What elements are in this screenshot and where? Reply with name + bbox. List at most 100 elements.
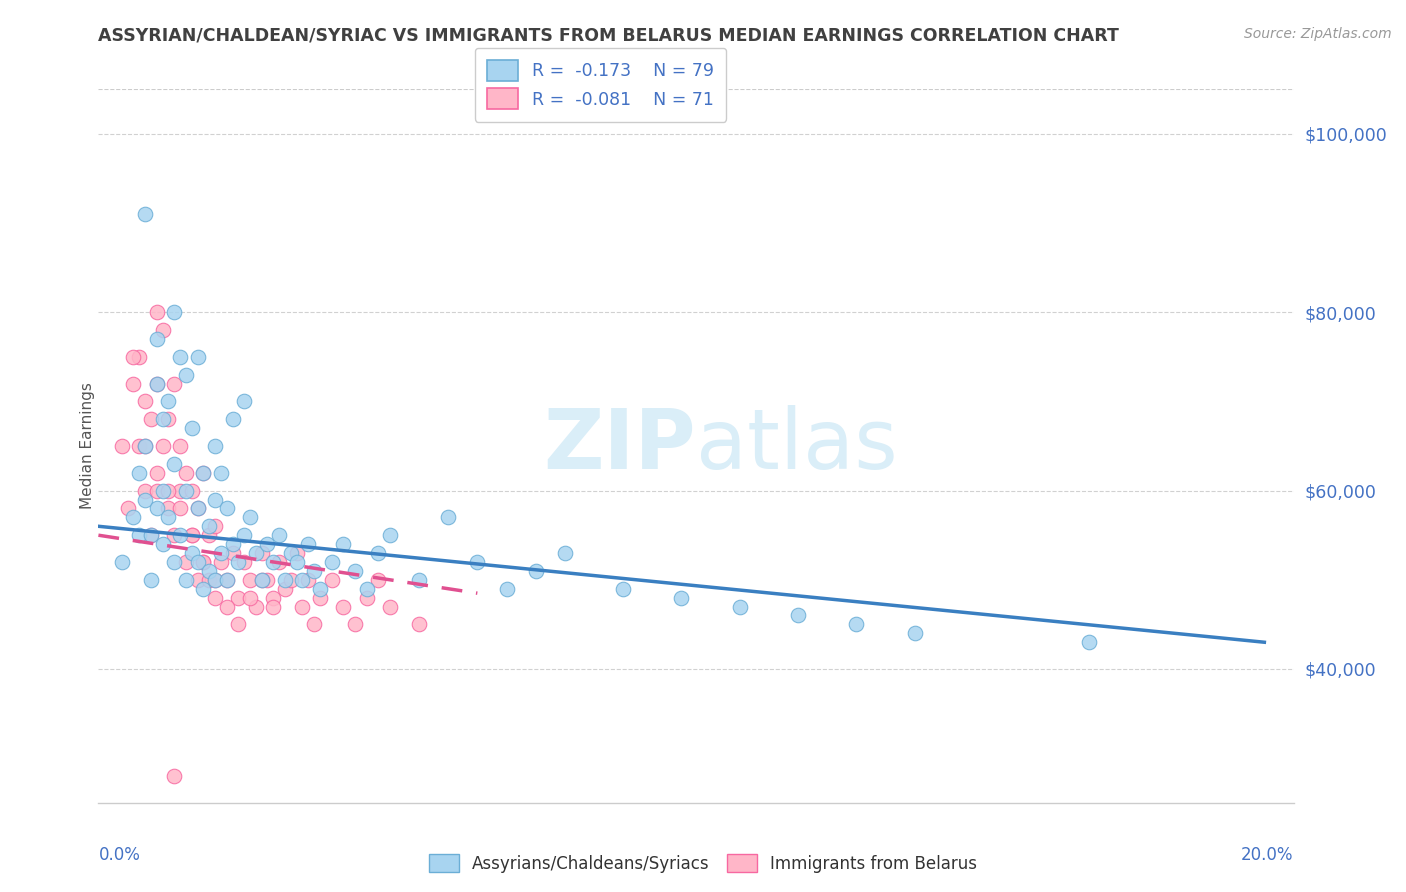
- Point: [269, 528, 291, 542]
- Point: [437, 510, 460, 524]
- Point: [198, 573, 221, 587]
- Point: [139, 528, 162, 542]
- Point: [174, 368, 197, 382]
- Point: [180, 421, 202, 435]
- Point: [152, 537, 174, 551]
- Point: [291, 599, 314, 614]
- Point: [367, 573, 389, 587]
- Point: [378, 528, 401, 542]
- Point: [256, 573, 278, 587]
- Point: [145, 376, 167, 391]
- Point: [250, 573, 273, 587]
- Point: [215, 599, 238, 614]
- Point: [134, 439, 156, 453]
- Point: [250, 546, 273, 560]
- Point: [245, 546, 267, 560]
- Point: [495, 582, 517, 596]
- Point: [671, 591, 693, 605]
- Point: [198, 528, 221, 542]
- Point: [204, 573, 226, 587]
- Text: Source: ZipAtlas.com: Source: ZipAtlas.com: [1244, 27, 1392, 41]
- Point: [408, 573, 430, 587]
- Point: [134, 207, 156, 221]
- Point: [152, 483, 174, 498]
- Point: [209, 555, 232, 569]
- Point: [174, 483, 197, 498]
- Point: [157, 510, 180, 524]
- Point: [169, 350, 191, 364]
- Point: [245, 599, 267, 614]
- Point: [356, 591, 378, 605]
- Point: [145, 305, 167, 319]
- Point: [163, 457, 186, 471]
- Point: [186, 555, 208, 569]
- Point: [193, 466, 215, 480]
- Point: [274, 582, 297, 596]
- Point: [309, 582, 332, 596]
- Point: [117, 501, 139, 516]
- Point: [128, 528, 150, 542]
- Point: [367, 546, 389, 560]
- Point: [186, 350, 208, 364]
- Legend: Assyrians/Chaldeans/Syriacs, Immigrants from Belarus: Assyrians/Chaldeans/Syriacs, Immigrants …: [422, 847, 984, 880]
- Point: [612, 582, 634, 596]
- Y-axis label: Median Earnings: Median Earnings: [80, 383, 94, 509]
- Point: [174, 573, 197, 587]
- Point: [228, 591, 250, 605]
- Point: [152, 323, 174, 337]
- Point: [215, 573, 238, 587]
- Point: [228, 555, 250, 569]
- Point: [193, 555, 215, 569]
- Point: [262, 555, 284, 569]
- Point: [139, 412, 162, 426]
- Legend: R =  -0.173    N = 79, R =  -0.081    N = 71: R = -0.173 N = 79, R = -0.081 N = 71: [475, 48, 725, 121]
- Point: [163, 555, 186, 569]
- Point: [180, 528, 202, 542]
- Point: [128, 466, 150, 480]
- Point: [332, 537, 354, 551]
- Point: [903, 626, 925, 640]
- Point: [285, 555, 308, 569]
- Point: [169, 528, 191, 542]
- Point: [291, 573, 314, 587]
- Point: [297, 537, 319, 551]
- Point: [169, 501, 191, 516]
- Point: [145, 483, 167, 498]
- Point: [180, 546, 202, 560]
- Point: [728, 599, 751, 614]
- Point: [193, 466, 215, 480]
- Point: [221, 412, 243, 426]
- Point: [297, 573, 319, 587]
- Point: [163, 305, 186, 319]
- Point: [157, 501, 180, 516]
- Point: [122, 510, 145, 524]
- Point: [228, 617, 250, 632]
- Point: [204, 573, 226, 587]
- Point: [145, 501, 167, 516]
- Point: [467, 555, 489, 569]
- Point: [169, 483, 191, 498]
- Point: [1078, 635, 1101, 649]
- Point: [280, 573, 302, 587]
- Point: [134, 483, 156, 498]
- Point: [152, 439, 174, 453]
- Point: [139, 528, 162, 542]
- Point: [111, 555, 134, 569]
- Point: [163, 376, 186, 391]
- Point: [233, 528, 256, 542]
- Point: [169, 439, 191, 453]
- Point: [163, 769, 186, 783]
- Point: [163, 528, 186, 542]
- Point: [111, 439, 134, 453]
- Point: [269, 555, 291, 569]
- Point: [233, 394, 256, 409]
- Text: atlas: atlas: [696, 406, 897, 486]
- Point: [204, 591, 226, 605]
- Point: [193, 582, 215, 596]
- Point: [145, 376, 167, 391]
- Point: [139, 573, 162, 587]
- Point: [204, 519, 226, 533]
- Point: [321, 555, 343, 569]
- Point: [554, 546, 576, 560]
- Point: [239, 591, 262, 605]
